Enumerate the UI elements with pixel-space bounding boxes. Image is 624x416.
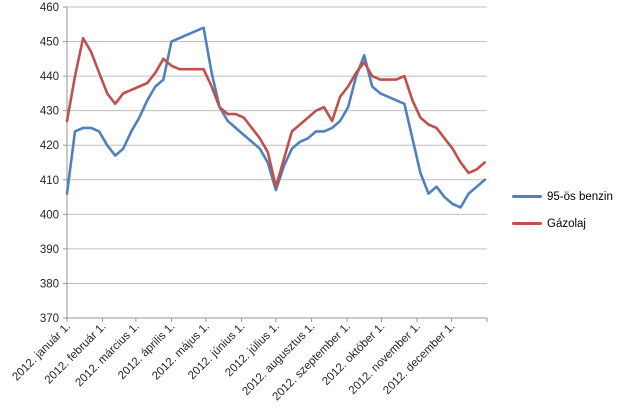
y-axis-tick-label: 460 (40, 2, 59, 14)
legend-item-benzin[interactable]: 95-ös benzin (512, 188, 613, 205)
y-axis-tick-label: 410 (40, 175, 59, 187)
y-axis-tick-label: 370 (40, 313, 59, 325)
legend-label-gazolaj: Gázolaj (547, 217, 586, 230)
y-axis-tick-label: 380 (40, 278, 59, 290)
legend: 95-ös benzin Gázolaj (512, 188, 613, 242)
legend-line-benzin (512, 195, 542, 198)
legend-line-gazolaj (512, 222, 542, 225)
y-axis-tick-label: 450 (40, 37, 59, 49)
y-axis-tick-label: 400 (40, 209, 59, 221)
y-axis-tick-label: 430 (40, 106, 59, 118)
y-axis-tick-label: 440 (40, 71, 59, 83)
x-axis-tick-label: 2012. február 1. (43, 321, 109, 387)
x-axis-tick-label: 2012. október 1. (320, 321, 387, 388)
series-line-gazolaj[interactable] (65, 36, 487, 188)
y-axis-tick-label: 420 (40, 140, 59, 152)
x-axis-tick-label: 2012. március 1. (73, 321, 142, 390)
legend-item-gazolaj[interactable]: Gázolaj (512, 215, 613, 232)
y-axis-tick-label: 390 (40, 244, 59, 256)
legend-label-benzin: 95-ös benzin (547, 190, 613, 203)
series-line-benzin[interactable] (65, 26, 487, 209)
